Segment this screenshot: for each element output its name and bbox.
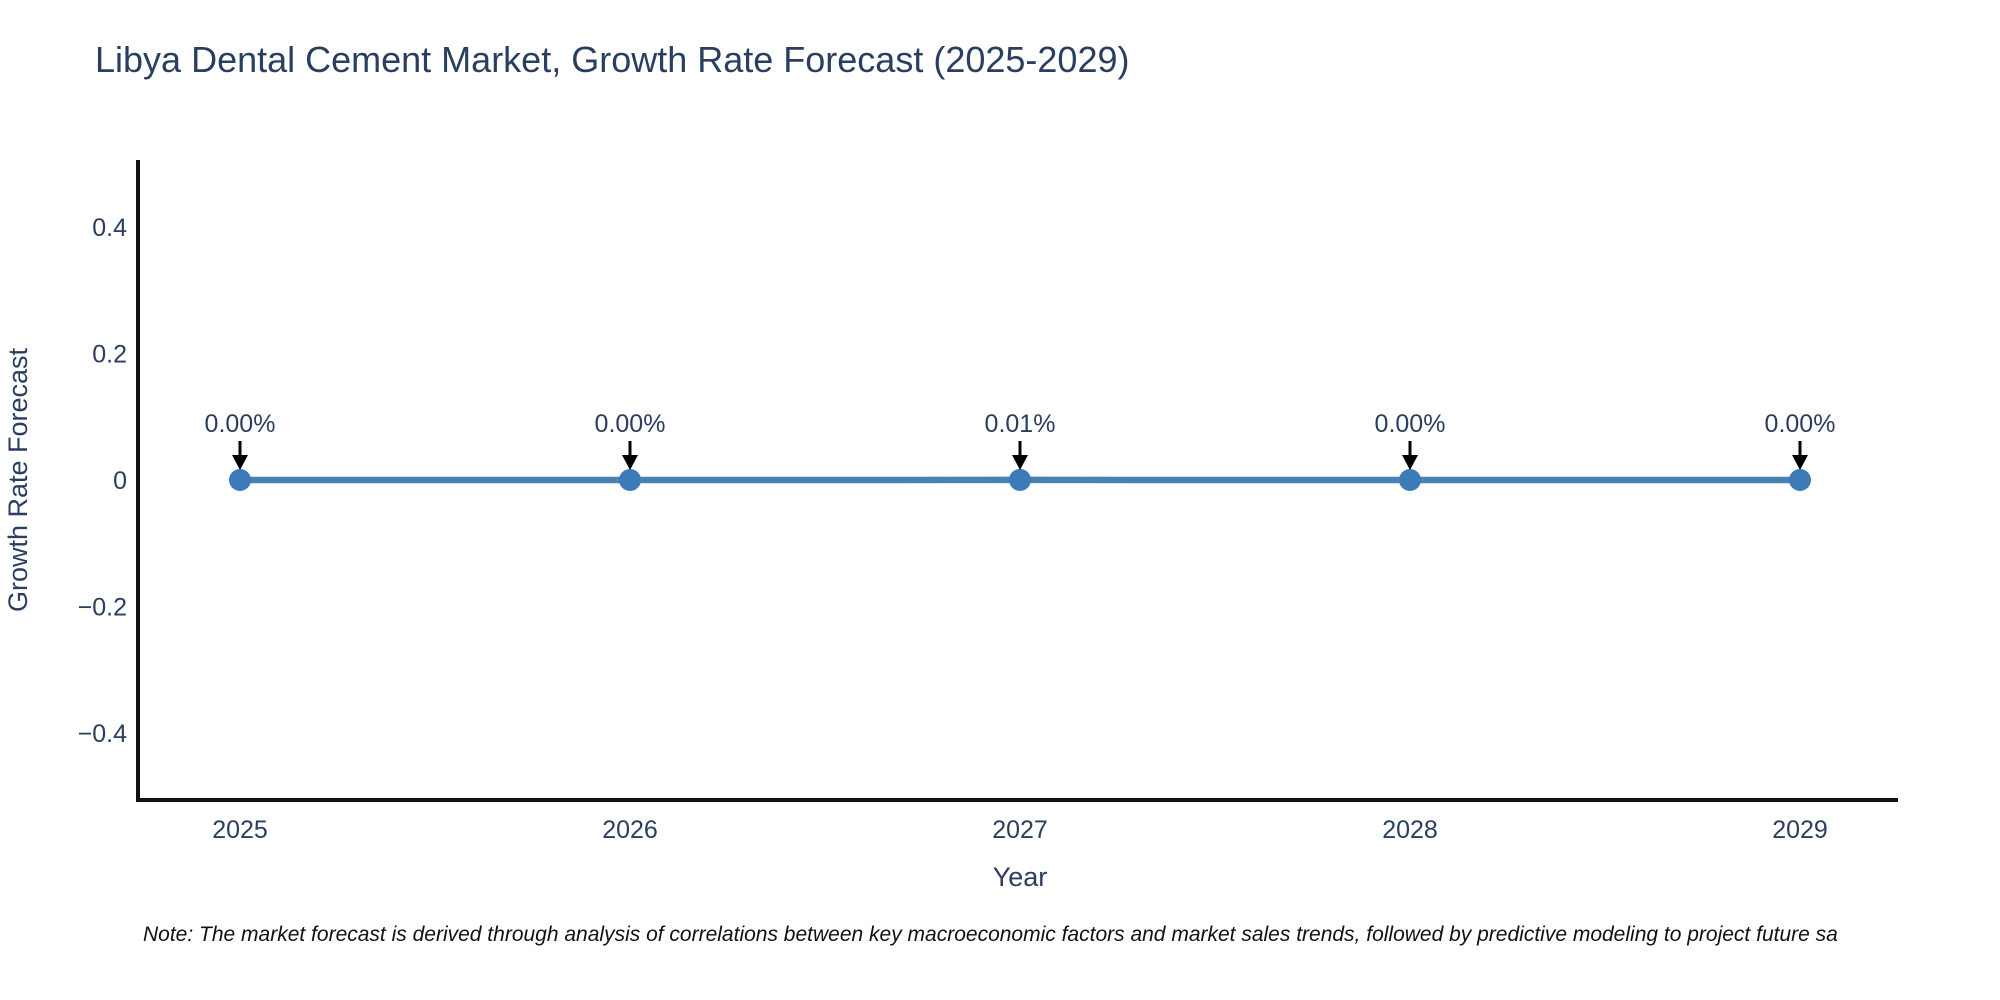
point-value-label: 0.00%: [205, 410, 276, 438]
point-annotations: 0.00% 0.00% 0.01% 0.00% 0.00%: [205, 410, 1836, 470]
y-tick-label: −0.2: [78, 594, 127, 622]
data-point-marker: [1399, 469, 1421, 491]
x-axis-tick-labels: 2025 2026 2027 2028 2029: [212, 816, 1828, 844]
y-tick-label: −0.4: [78, 720, 127, 748]
y-tick-label: 0: [113, 467, 127, 495]
point-value-label: 0.01%: [985, 410, 1056, 438]
annotation-arrow-head-icon: [232, 455, 248, 470]
y-axis-title: Growth Rate Forecast: [3, 347, 33, 612]
x-axis-title: Year: [993, 862, 1048, 892]
data-point-marker: [1789, 469, 1811, 491]
x-tick-label: 2028: [1382, 816, 1438, 844]
point-value-label: 0.00%: [1765, 410, 1836, 438]
data-point-marker: [229, 469, 251, 491]
footnote: Note: The market forecast is derived thr…: [143, 923, 1838, 946]
annotation-arrow-head-icon: [622, 455, 638, 470]
x-tick-label: 2026: [602, 816, 658, 844]
y-tick-label: 0.2: [92, 341, 127, 369]
chart-title: Libya Dental Cement Market, Growth Rate …: [95, 39, 1129, 80]
annotation-arrow-head-icon: [1792, 455, 1808, 470]
data-point-marker: [619, 469, 641, 491]
data-point-markers: [229, 468, 1811, 491]
point-value-label: 0.00%: [595, 410, 666, 438]
data-point-marker: [1009, 468, 1031, 491]
y-tick-label: 0.4: [92, 214, 127, 242]
y-axis-tick-labels: 0.4 0.2 0 −0.2 −0.4: [78, 214, 127, 748]
annotation-arrow-head-icon: [1012, 455, 1028, 470]
point-value-label: 0.00%: [1375, 410, 1446, 438]
annotation-arrow-head-icon: [1402, 455, 1418, 470]
x-tick-label: 2029: [1772, 816, 1828, 844]
axis-lines: [136, 160, 1898, 802]
x-tick-label: 2025: [212, 816, 268, 844]
x-tick-label: 2027: [992, 816, 1048, 844]
